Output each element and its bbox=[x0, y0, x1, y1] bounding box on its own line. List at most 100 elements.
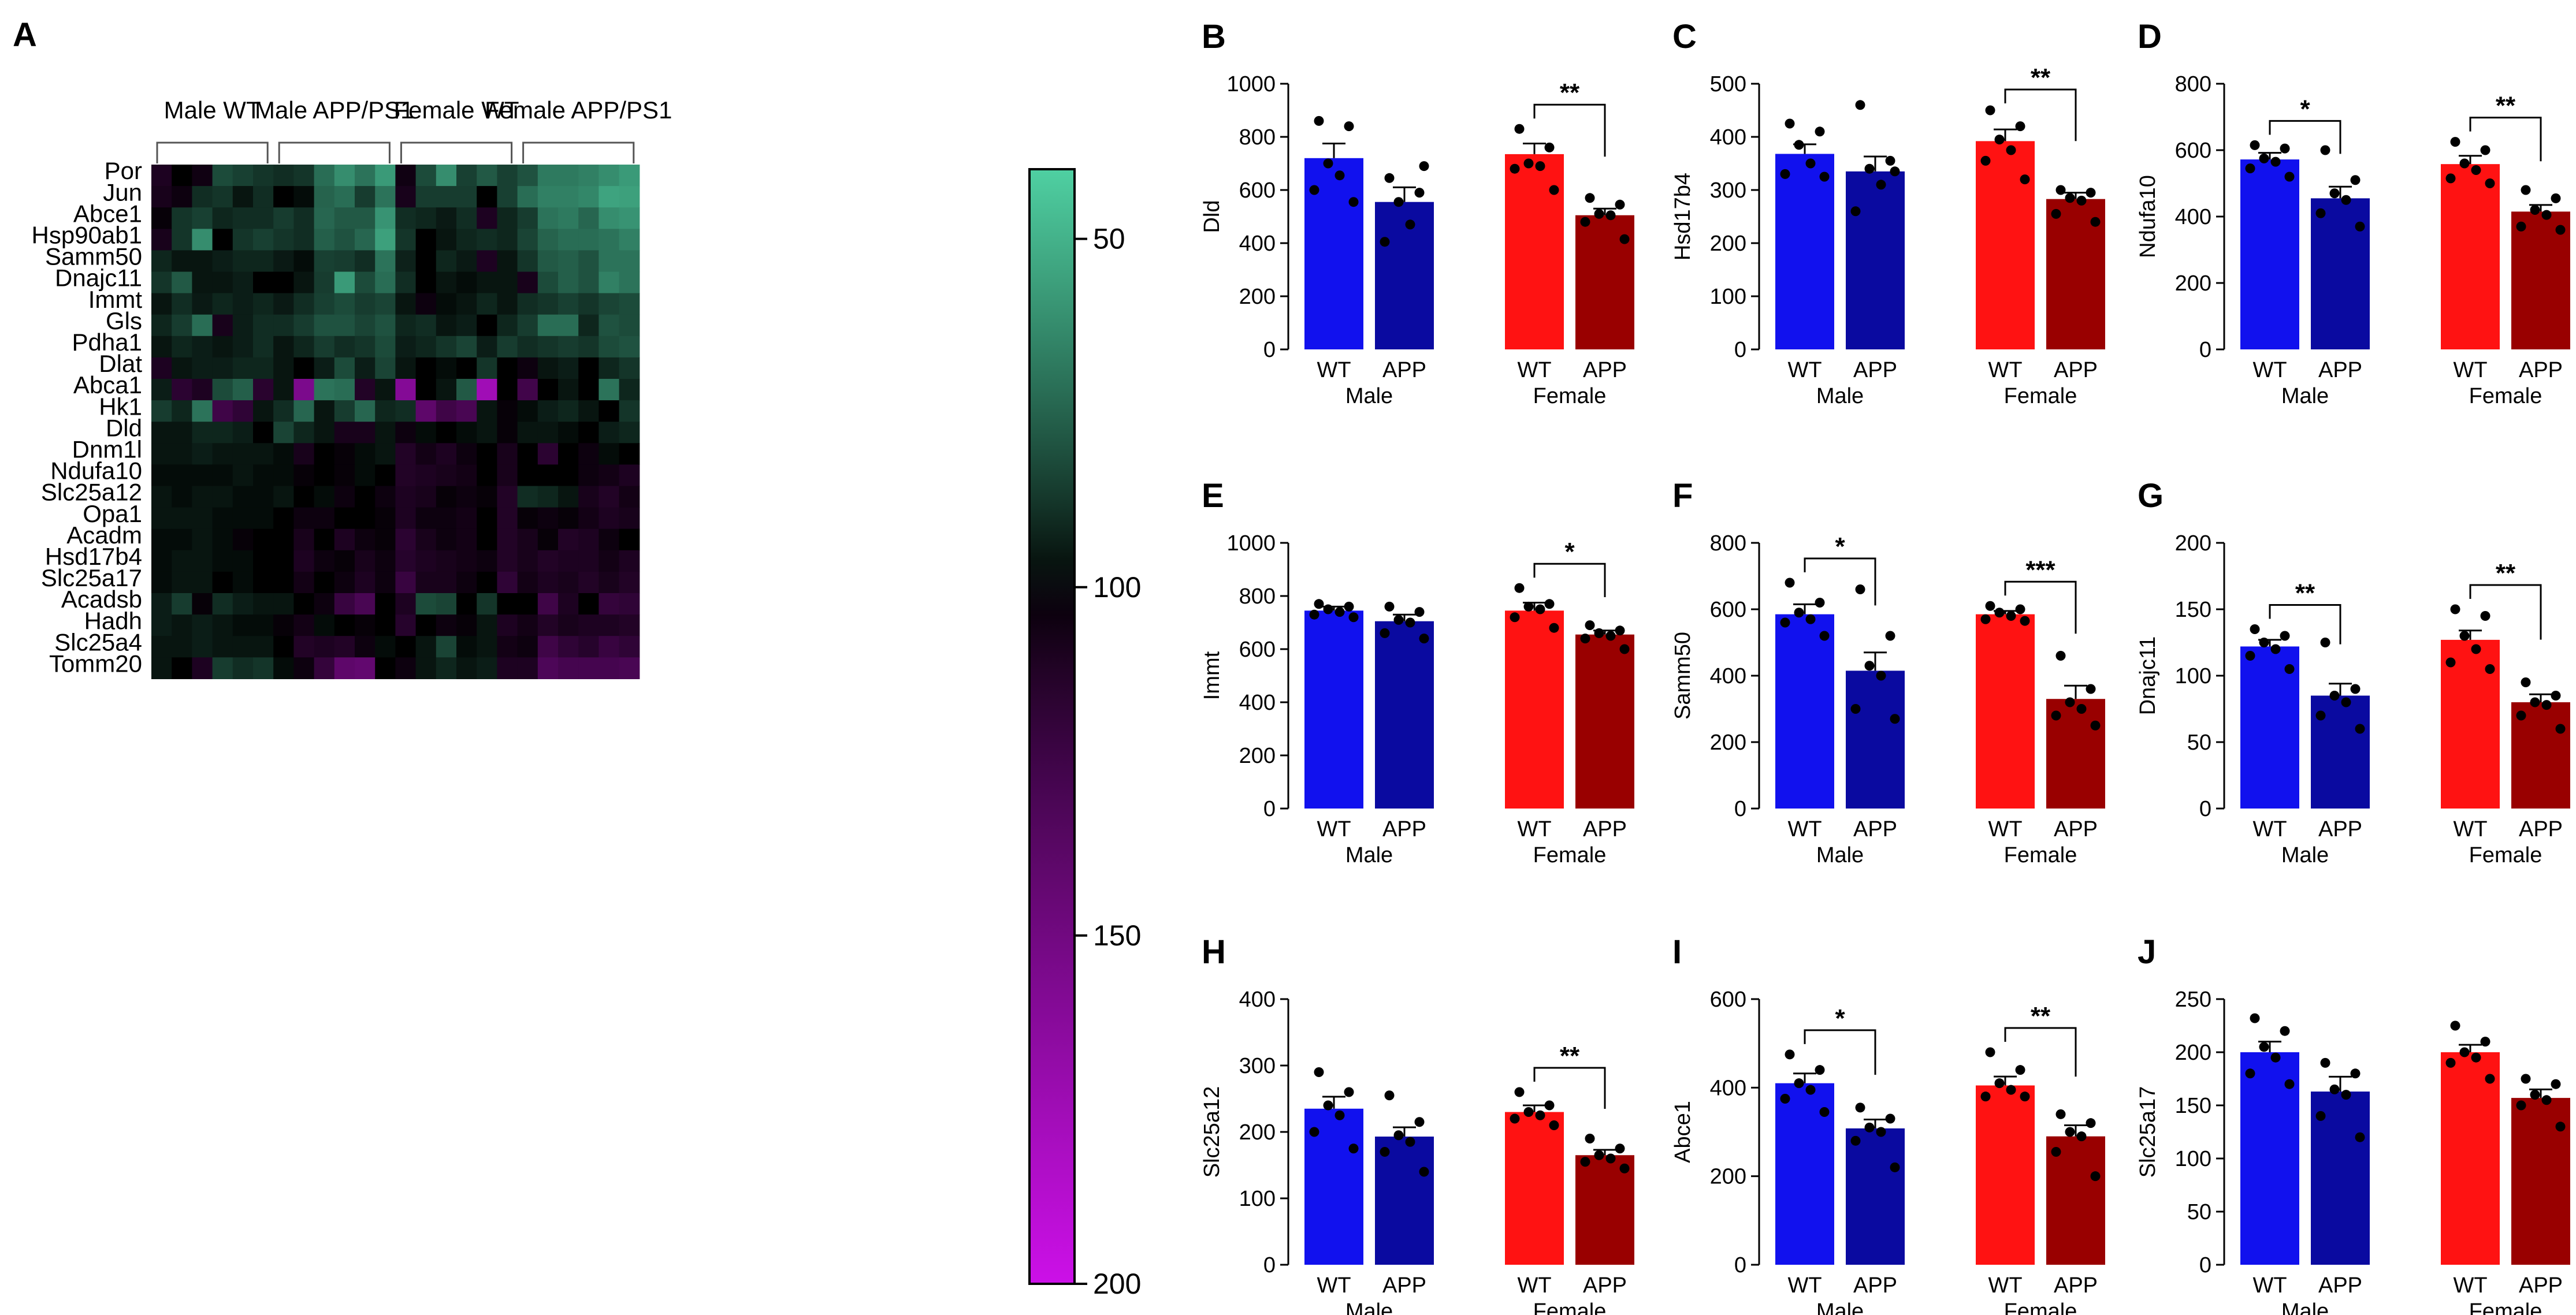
heatmap-cell bbox=[578, 271, 599, 294]
heatmap-cell bbox=[558, 400, 579, 422]
heatmap-cell bbox=[253, 271, 274, 294]
data-point bbox=[1876, 180, 1886, 190]
heatmap-row-label: Slc25a4 bbox=[54, 628, 142, 655]
x-category-label: WT bbox=[1988, 1273, 2022, 1298]
data-point bbox=[2270, 1052, 2281, 1063]
heatmap-cell bbox=[355, 207, 376, 229]
heatmap-cell bbox=[517, 443, 538, 465]
data-point bbox=[2555, 225, 2566, 235]
heatmap-cell bbox=[293, 250, 315, 273]
significance-bracket bbox=[2004, 1027, 2077, 1077]
heatmap-cell bbox=[436, 357, 457, 379]
data-point bbox=[1510, 1113, 1520, 1124]
heatmap-cell bbox=[456, 400, 477, 422]
heatmap-cell bbox=[375, 657, 396, 679]
heatmap-cell bbox=[456, 207, 477, 229]
heatmap-cell bbox=[436, 336, 457, 358]
heatmap-cell bbox=[293, 657, 315, 679]
heatmap-cell bbox=[558, 443, 579, 465]
data-point bbox=[2250, 624, 2260, 634]
significance-label: * bbox=[2300, 95, 2310, 123]
heatmap-cell bbox=[151, 336, 172, 358]
heatmap-cell bbox=[558, 250, 579, 273]
heatmap-cell bbox=[212, 186, 233, 208]
y-axis-label: Dnajc11 bbox=[2136, 636, 2160, 716]
data-point bbox=[2350, 175, 2361, 185]
heatmap-cell bbox=[456, 229, 477, 251]
heatmap-cell bbox=[436, 314, 457, 337]
bar bbox=[2046, 1136, 2105, 1265]
heatmap-cell bbox=[558, 422, 579, 444]
heatmap-cell bbox=[273, 571, 294, 594]
data-point bbox=[1980, 155, 1991, 166]
heatmap-cell bbox=[578, 571, 599, 594]
data-point bbox=[1314, 1067, 1324, 1077]
y-tick-label: 100 bbox=[2175, 1147, 2211, 1171]
heatmap-cell bbox=[375, 293, 396, 315]
heatmap-cell bbox=[314, 400, 335, 422]
y-tick-label: 0 bbox=[1263, 338, 1276, 362]
heatmap-cell bbox=[293, 186, 315, 208]
significance-label: ** bbox=[2496, 92, 2516, 120]
heatmap-cell bbox=[212, 379, 233, 401]
y-axis-label: Abce1 bbox=[1671, 1101, 1695, 1163]
bar bbox=[2441, 164, 2500, 349]
heatmap-cell bbox=[375, 528, 396, 551]
heatmap-cell bbox=[517, 614, 538, 636]
heatmap-cell bbox=[415, 636, 437, 658]
data-point bbox=[1785, 118, 1795, 129]
heatmap-cell bbox=[355, 250, 376, 273]
heatmap-cell bbox=[355, 550, 376, 572]
heatmap-row-label: Acadsb bbox=[61, 586, 142, 613]
heatmap-cell bbox=[537, 422, 559, 444]
heatmap-cell bbox=[355, 165, 376, 187]
heatmap-cell bbox=[456, 571, 477, 594]
heatmap-cell bbox=[253, 207, 274, 229]
heatmap-row-label: Hsd17b4 bbox=[45, 543, 142, 570]
heatmap-cell bbox=[151, 614, 172, 636]
y-tick-label: 300 bbox=[1710, 178, 1746, 203]
heatmap-cell bbox=[232, 443, 254, 465]
data-point bbox=[2320, 638, 2330, 647]
heatmap-cell bbox=[436, 400, 457, 422]
y-tick-label: 150 bbox=[2175, 1094, 2211, 1118]
heatmap-cell bbox=[497, 400, 518, 422]
heatmap-cell bbox=[253, 636, 274, 658]
heatmap-cell bbox=[172, 571, 192, 594]
heatmap-cell bbox=[314, 293, 335, 315]
heatmap-row-label: Dld bbox=[106, 414, 142, 441]
data-point bbox=[2471, 165, 2481, 175]
data-point bbox=[1348, 612, 1359, 623]
heatmap-cell bbox=[619, 293, 640, 315]
data-point bbox=[1885, 631, 1895, 641]
heatmap-cell bbox=[314, 379, 335, 401]
heatmap-cell bbox=[192, 186, 213, 208]
heatmap-cell bbox=[212, 528, 233, 551]
data-point bbox=[2445, 1057, 2456, 1068]
heatmap-cell bbox=[375, 422, 396, 444]
heatmap-cell bbox=[334, 271, 355, 294]
data-point bbox=[1344, 1087, 1354, 1097]
heatmap-cell bbox=[293, 422, 315, 444]
x-group-label: Male bbox=[1345, 843, 1393, 867]
heatmap-row-label: Slc25a17 bbox=[41, 564, 142, 591]
data-point bbox=[2250, 1013, 2260, 1023]
heatmap-cell bbox=[558, 207, 579, 229]
y-tick-label: 0 bbox=[1263, 1253, 1276, 1277]
heatmap-cell bbox=[232, 528, 254, 551]
heatmap-cell bbox=[232, 336, 254, 358]
data-point bbox=[1419, 634, 1429, 644]
heatmap-cell bbox=[619, 207, 640, 229]
heatmap-cell bbox=[558, 614, 579, 636]
data-point bbox=[1819, 172, 1830, 182]
data-point bbox=[1344, 601, 1354, 612]
heatmap-cell bbox=[314, 357, 335, 379]
data-point bbox=[1380, 628, 1390, 638]
heatmap-cell bbox=[497, 550, 518, 572]
y-tick-label: 400 bbox=[1710, 1076, 1746, 1100]
heatmap-cell bbox=[334, 636, 355, 658]
heatmap-cell bbox=[456, 636, 477, 658]
data-point bbox=[1985, 601, 1995, 611]
heatmap-cell bbox=[558, 293, 579, 315]
heatmap-cell bbox=[395, 422, 417, 444]
